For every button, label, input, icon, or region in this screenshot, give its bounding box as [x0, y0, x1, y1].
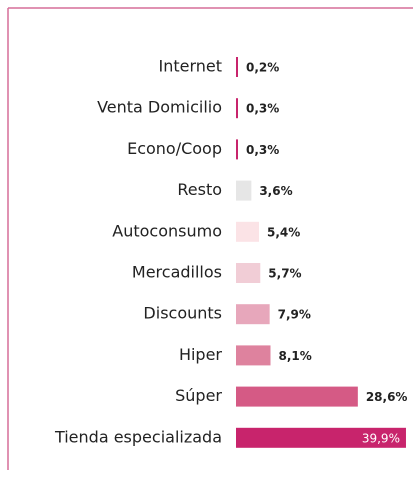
category-label: Internet	[158, 57, 222, 76]
bar	[236, 263, 261, 283]
value-label: 0,2%	[246, 61, 279, 75]
bar	[236, 180, 252, 201]
value-label: 7,9%	[278, 308, 311, 322]
category-label: Econo/Coop	[127, 139, 222, 158]
bar	[236, 304, 270, 325]
bar	[236, 386, 358, 407]
category-label: Discounts	[143, 304, 222, 323]
bar	[236, 427, 406, 448]
category-label: Resto	[177, 180, 222, 199]
value-label: 3,6%	[259, 184, 292, 198]
bar	[236, 98, 238, 119]
category-label: Mercadillos	[132, 263, 222, 282]
value-label: 8,1%	[279, 349, 312, 363]
value-label: 0,3%	[246, 143, 279, 157]
bar	[236, 345, 271, 366]
category-label: Venta Domicilio	[97, 98, 222, 117]
category-label: Autoconsumo	[112, 221, 222, 240]
category-label: Súper	[175, 386, 222, 405]
value-label: 39,9%	[362, 431, 400, 445]
value-label: 5,7%	[268, 267, 301, 281]
value-label: 28,6%	[366, 390, 408, 404]
bar	[236, 139, 238, 160]
bar	[236, 57, 238, 77]
bar	[236, 221, 260, 242]
category-label: Tienda especializada	[54, 427, 222, 446]
value-label: 5,4%	[267, 225, 300, 239]
value-label: 0,3%	[246, 102, 279, 116]
category-label: Hiper	[179, 345, 222, 364]
